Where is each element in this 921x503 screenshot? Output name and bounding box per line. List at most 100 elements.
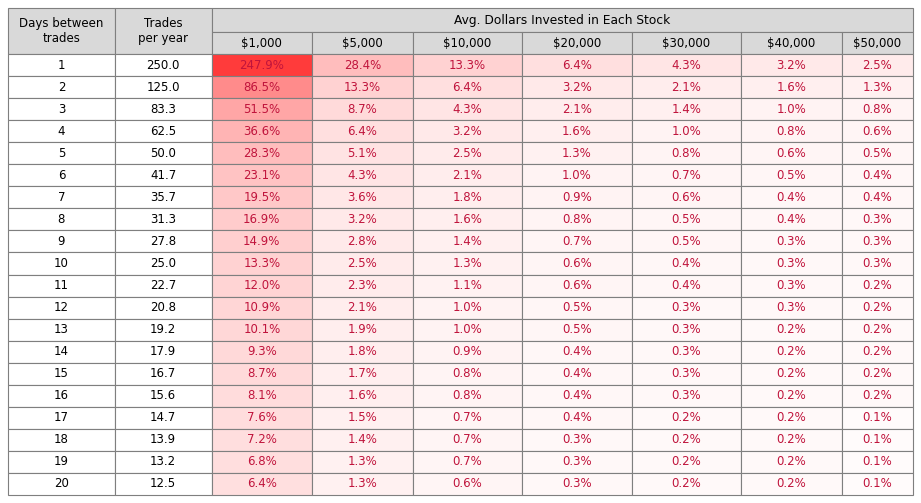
Text: 0.5%: 0.5%: [562, 323, 591, 336]
Bar: [741, 297, 842, 318]
Text: 125.0: 125.0: [146, 80, 180, 94]
Bar: [413, 429, 522, 451]
Bar: [741, 208, 842, 230]
Text: 14: 14: [54, 345, 69, 358]
Bar: [115, 164, 212, 186]
Text: 3: 3: [58, 103, 65, 116]
Text: 0.5%: 0.5%: [776, 169, 806, 182]
Bar: [632, 120, 741, 142]
Bar: [632, 341, 741, 363]
Bar: [8, 164, 115, 186]
Text: 6.8%: 6.8%: [247, 455, 276, 468]
Bar: [8, 142, 115, 164]
Text: 0.4%: 0.4%: [562, 345, 591, 358]
Bar: [413, 385, 522, 407]
Bar: [312, 186, 413, 208]
Text: 62.5: 62.5: [150, 125, 176, 138]
Bar: [115, 253, 212, 275]
Bar: [632, 451, 741, 473]
Text: 0.2%: 0.2%: [776, 411, 806, 425]
Text: 1.8%: 1.8%: [452, 191, 483, 204]
Text: 19.5%: 19.5%: [243, 191, 281, 204]
Text: 9.3%: 9.3%: [247, 345, 276, 358]
Bar: [632, 253, 741, 275]
Bar: [212, 341, 312, 363]
Bar: [522, 208, 632, 230]
Bar: [8, 318, 115, 341]
Text: 4: 4: [58, 125, 65, 138]
Text: 8.7%: 8.7%: [347, 103, 378, 116]
Bar: [312, 253, 413, 275]
Bar: [842, 186, 913, 208]
Text: 1.4%: 1.4%: [347, 434, 378, 446]
Text: 18: 18: [54, 434, 69, 446]
Text: 17.9: 17.9: [150, 345, 176, 358]
Text: 5: 5: [58, 147, 65, 160]
Text: $5,000: $5,000: [342, 37, 383, 49]
Bar: [522, 318, 632, 341]
Bar: [413, 451, 522, 473]
Text: 0.1%: 0.1%: [862, 477, 892, 490]
Bar: [522, 54, 632, 76]
Text: 0.2%: 0.2%: [862, 279, 892, 292]
Text: 0.3%: 0.3%: [776, 301, 806, 314]
Bar: [8, 120, 115, 142]
Bar: [212, 208, 312, 230]
Bar: [8, 297, 115, 318]
Bar: [522, 120, 632, 142]
Bar: [842, 142, 913, 164]
Text: 0.3%: 0.3%: [562, 434, 591, 446]
Text: 0.3%: 0.3%: [862, 235, 892, 248]
Bar: [522, 275, 632, 297]
Text: 0.6%: 0.6%: [671, 191, 701, 204]
Bar: [741, 120, 842, 142]
Bar: [413, 407, 522, 429]
Bar: [115, 407, 212, 429]
Text: 4.3%: 4.3%: [671, 58, 701, 71]
Bar: [741, 451, 842, 473]
Bar: [522, 164, 632, 186]
Bar: [842, 208, 913, 230]
Bar: [632, 76, 741, 98]
Bar: [212, 318, 312, 341]
Bar: [312, 208, 413, 230]
Text: 8.7%: 8.7%: [247, 367, 276, 380]
Bar: [212, 164, 312, 186]
Text: 1.6%: 1.6%: [452, 213, 483, 226]
Text: 0.4%: 0.4%: [671, 257, 701, 270]
Text: 13.3%: 13.3%: [449, 58, 486, 71]
Bar: [842, 318, 913, 341]
Bar: [522, 385, 632, 407]
Text: 0.4%: 0.4%: [562, 367, 591, 380]
Bar: [741, 54, 842, 76]
Text: 11: 11: [54, 279, 69, 292]
Bar: [842, 363, 913, 385]
Text: 0.4%: 0.4%: [562, 411, 591, 425]
Text: 0.2%: 0.2%: [862, 345, 892, 358]
Bar: [522, 253, 632, 275]
Bar: [212, 363, 312, 385]
Bar: [115, 363, 212, 385]
Text: 35.7: 35.7: [150, 191, 176, 204]
Text: 6.4%: 6.4%: [562, 58, 591, 71]
Bar: [632, 186, 741, 208]
Text: $40,000: $40,000: [767, 37, 815, 49]
Bar: [741, 473, 842, 495]
Bar: [312, 98, 413, 120]
Text: 0.7%: 0.7%: [671, 169, 701, 182]
Bar: [312, 429, 413, 451]
Bar: [522, 98, 632, 120]
Text: 83.3: 83.3: [150, 103, 176, 116]
Text: 0.8%: 0.8%: [776, 125, 806, 138]
Bar: [413, 186, 522, 208]
Bar: [212, 76, 312, 98]
Bar: [413, 275, 522, 297]
Text: 3.2%: 3.2%: [452, 125, 483, 138]
Text: 22.7: 22.7: [150, 279, 176, 292]
Text: 2.1%: 2.1%: [347, 301, 378, 314]
Bar: [632, 473, 741, 495]
Text: 0.5%: 0.5%: [671, 235, 701, 248]
Bar: [312, 297, 413, 318]
Text: 0.8%: 0.8%: [452, 389, 482, 402]
Text: 15.6: 15.6: [150, 389, 176, 402]
